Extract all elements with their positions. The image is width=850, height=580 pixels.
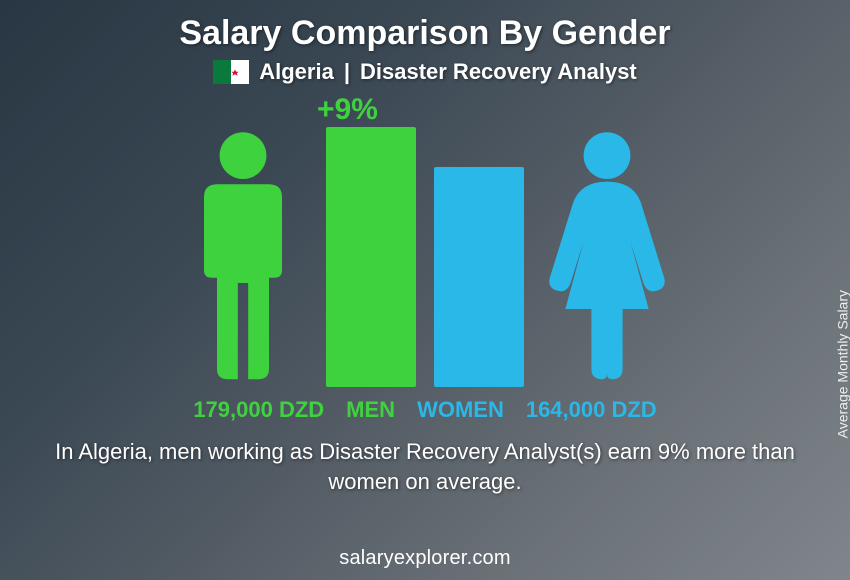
men-salary: 179,000 DZD bbox=[193, 397, 324, 423]
women-label: WOMEN bbox=[417, 397, 504, 423]
page-title: Salary Comparison By Gender bbox=[179, 14, 670, 53]
caption-text: In Algeria, men working as Disaster Reco… bbox=[35, 437, 815, 496]
woman-icon bbox=[542, 127, 672, 387]
women-salary: 164,000 DZD bbox=[526, 397, 657, 423]
percent-difference-label: +9% bbox=[317, 93, 378, 127]
chart-figures bbox=[75, 127, 775, 387]
men-label: MEN bbox=[346, 397, 395, 423]
separator: | bbox=[344, 59, 350, 85]
infographic-content: Salary Comparison By Gender Algeria | Di… bbox=[0, 0, 850, 580]
algeria-flag-icon bbox=[213, 60, 249, 84]
subtitle-row: Algeria | Disaster Recovery Analyst bbox=[213, 59, 637, 85]
man-icon bbox=[178, 127, 308, 387]
y-axis-label: Average Monthly Salary bbox=[834, 290, 850, 438]
labels-row: 179,000 DZD MEN WOMEN 164,000 DZD bbox=[75, 397, 775, 423]
source-footer: salaryexplorer.com bbox=[339, 547, 510, 570]
women-bar bbox=[434, 167, 524, 387]
men-bar bbox=[326, 127, 416, 387]
country-name: Algeria bbox=[259, 59, 334, 85]
gender-salary-chart: +9% 179,000 DZD MEN WOMEN 164,000 DZD bbox=[75, 93, 775, 423]
job-title: Disaster Recovery Analyst bbox=[360, 59, 637, 85]
